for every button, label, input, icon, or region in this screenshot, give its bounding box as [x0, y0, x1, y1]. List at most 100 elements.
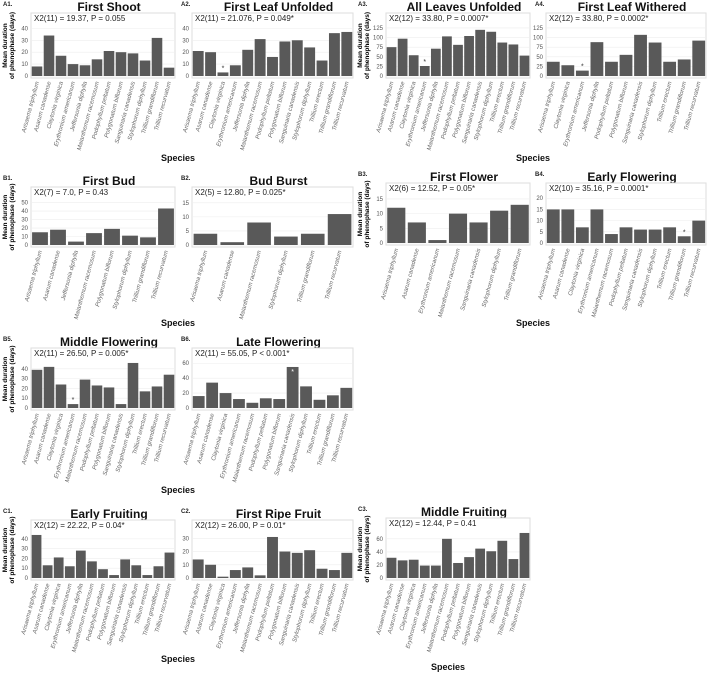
bar [43, 35, 55, 76]
bar [619, 54, 633, 76]
bar [419, 565, 430, 578]
panel-id: B4. [535, 172, 545, 178]
bar [217, 72, 229, 76]
y-tick-label: 30 [182, 536, 189, 542]
bar [31, 66, 43, 76]
bar [340, 387, 353, 408]
bar [163, 374, 175, 408]
significance-star: * [581, 64, 584, 71]
x-tick-label: Trillium recurvatum [684, 81, 703, 131]
bar [419, 66, 430, 76]
bar [247, 222, 271, 245]
bar [428, 240, 447, 243]
plot-area [30, 12, 176, 79]
y-axis-label: Mean duration [357, 527, 364, 571]
bar [64, 566, 75, 578]
y-tick-label: 30 [182, 38, 189, 44]
x-tick-label: Asarum canadense [217, 249, 237, 302]
y-axis-label: of phenophase (days) [9, 345, 16, 412]
x-tick-label: Trillium grandiflorum [504, 248, 524, 302]
x-tick-label: Erythronium americanum [418, 248, 441, 314]
bar [590, 209, 604, 243]
bar [475, 548, 486, 578]
y-tick-label: 10 [182, 215, 189, 221]
bar [163, 67, 175, 76]
bar [508, 44, 519, 76]
bar [677, 59, 691, 76]
bar [206, 382, 219, 408]
x-tick-label: Trillium grandiflorum [132, 250, 152, 304]
bar-chart-panel: C3. Middle Fruiting Mean duration of phenop… [357, 505, 531, 653]
y-axis-label: of phenophase (days) [9, 183, 16, 250]
bar [91, 59, 103, 76]
panel-title: First Leaf Unfolded [224, 0, 333, 14]
bar [590, 42, 604, 76]
x-tick-label: Arisaema triphyllum [190, 250, 210, 303]
panel-id: C3. [358, 507, 368, 513]
bar [519, 55, 530, 76]
stat-annotation: X2(5) = 12.80, P = 0.025* [195, 188, 286, 197]
bar [139, 60, 151, 76]
bar [464, 36, 474, 76]
y-tick-label: 20 [182, 550, 189, 556]
panel-title: First Shoot [77, 0, 140, 14]
bar [442, 538, 452, 578]
x-tick-label: Asarum canadense [42, 249, 62, 302]
bar [254, 39, 266, 76]
x-tick-label: Arisaema triphyllum [381, 248, 401, 301]
bar [31, 369, 43, 408]
x-tick-label: Polygonatum biflorum [95, 250, 116, 308]
bar [316, 60, 328, 76]
significance-star: * [291, 369, 294, 376]
bar [464, 557, 474, 578]
bar [546, 209, 560, 243]
x-axis-label: Species [430, 662, 466, 672]
bar-chart-panel: B2. Bud Burst 0 5 10 15 Arisaema triphyllum Asa… [181, 174, 354, 320]
stat-annotation: X2(12) = 12.44, P = 0.41 [389, 519, 477, 528]
bar-chart-panel: B5. Middle Flowering Mean duration of pheno… [2, 335, 176, 483]
panel-id: C2. [181, 509, 191, 515]
x-tick-label: Sanguinaria canadensis [460, 248, 482, 311]
y-tick-label: 20 [21, 556, 28, 562]
panel-title: Early Flowering [587, 170, 676, 184]
panel-id: B1. [3, 176, 13, 182]
bar [397, 38, 408, 76]
bar [229, 570, 241, 578]
panel-title: First Bud [83, 174, 136, 188]
bar [50, 229, 66, 245]
bar [304, 47, 316, 76]
bar [42, 565, 53, 578]
y-tick-label: 10 [376, 212, 383, 218]
stat-annotation: X2(12) = 26.00, P = 0.01* [195, 521, 286, 530]
significance-star: * [423, 59, 426, 66]
bar [408, 55, 419, 76]
y-tick-label: 75 [376, 45, 383, 51]
bar [43, 366, 55, 408]
stat-annotation: X2(10) = 35.16, P = 0.0001* [549, 184, 648, 193]
stat-annotation: X2(7) = 7.0, P = 0.43 [34, 188, 109, 197]
x-tick-label: Stylophorum diphyllum [268, 250, 290, 310]
bar [341, 552, 353, 578]
bar [219, 393, 232, 408]
bar [677, 236, 691, 243]
panel-id: B5. [3, 337, 13, 343]
bar [453, 44, 463, 76]
y-tick-label: 20 [21, 50, 28, 56]
y-tick-label: 0 [186, 406, 190, 412]
bar [442, 36, 452, 76]
y-tick-label: 40 [376, 550, 383, 556]
bar [575, 70, 589, 76]
bar [304, 550, 316, 578]
x-tick-label: Trillium recurvatum [684, 248, 703, 298]
x-axis-label: Species [160, 654, 196, 664]
bar [279, 551, 291, 578]
bar [546, 61, 560, 76]
x-tick-label: Trillium grandiflorum [297, 250, 317, 304]
significance-star: * [222, 65, 225, 72]
bar [153, 566, 164, 578]
bar [648, 42, 662, 76]
x-tick-label: Asarum canadense [401, 247, 421, 300]
y-tick-label: 0 [540, 241, 544, 247]
bar [663, 227, 677, 243]
